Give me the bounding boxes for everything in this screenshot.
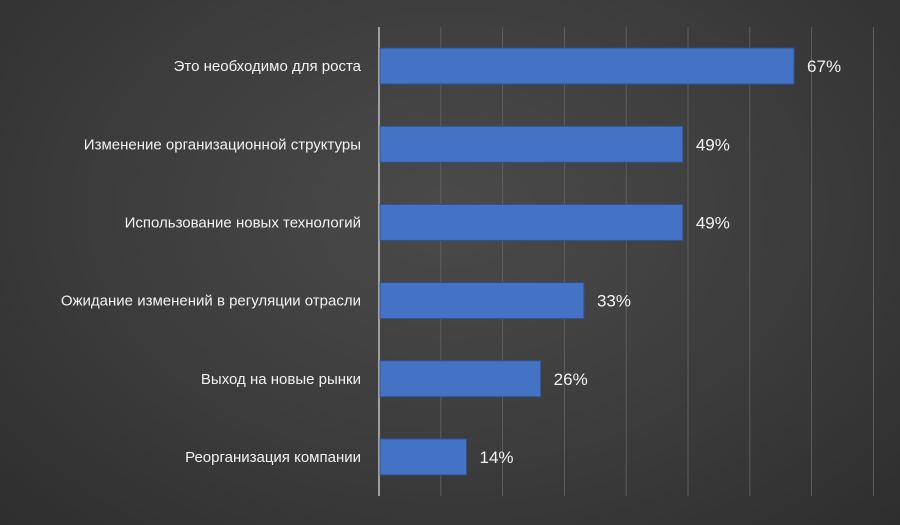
category-label: Изменение организационной структуры — [84, 136, 361, 153]
bar — [379, 47, 795, 85]
data-label: 33% — [597, 292, 631, 311]
data-label: 14% — [480, 448, 514, 467]
data-label: 49% — [696, 213, 730, 232]
gridlines — [378, 27, 874, 496]
category-label: Ожидание изменений в регуляции отрасли — [61, 293, 361, 310]
data-label: 67% — [807, 57, 841, 76]
data-label: 49% — [696, 135, 730, 154]
category-label: Это необходимо для роста — [174, 58, 362, 75]
bar — [379, 125, 684, 163]
category-label: Реорганизация компании — [185, 449, 361, 466]
data-label: 26% — [554, 370, 588, 389]
bar — [379, 438, 468, 476]
labels: Это необходимо для роста 67% Изменение орг… — [61, 57, 841, 467]
bar — [379, 203, 684, 241]
category-label: Выход на новые рынки — [201, 371, 361, 388]
bars — [379, 47, 795, 476]
category-label: Использование новых технологий — [125, 214, 361, 231]
bar — [379, 282, 585, 320]
bar — [379, 360, 542, 398]
